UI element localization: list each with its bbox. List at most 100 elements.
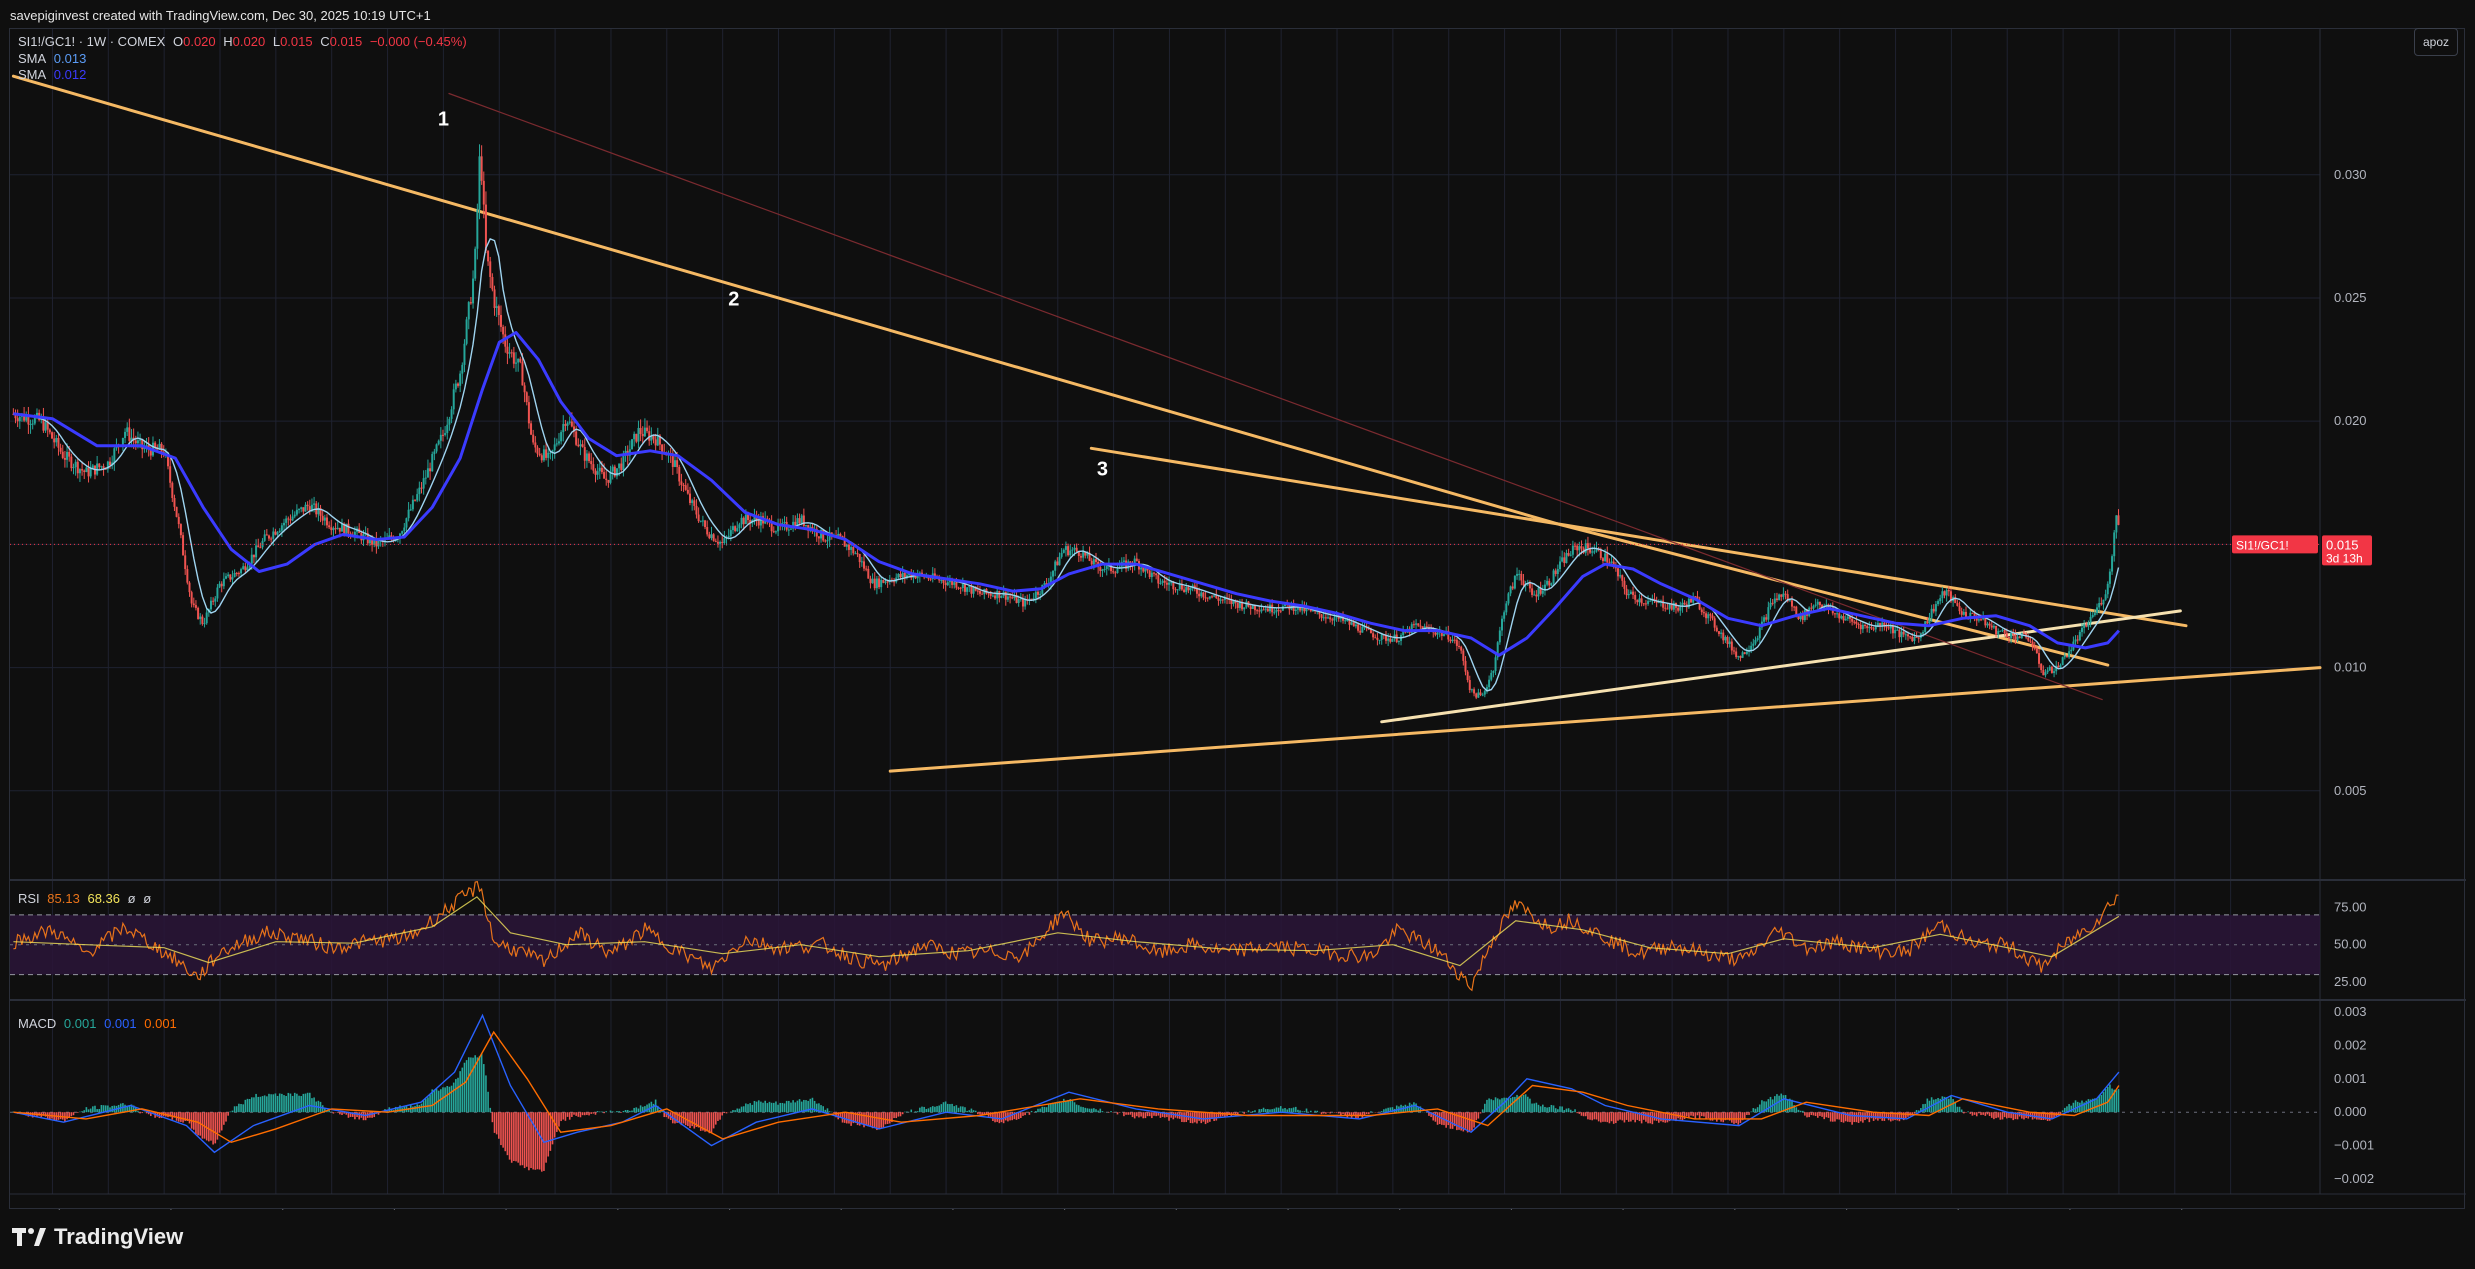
candle-body: [1700, 609, 1703, 613]
macd-histogram-bar: [794, 1102, 797, 1113]
candle-body: [994, 595, 997, 599]
candle-body: [98, 463, 101, 468]
candle-body: [774, 531, 777, 533]
macd-histogram-bar: [594, 1112, 597, 1115]
macd-histogram-bar: [1847, 1112, 1849, 1122]
candle-body: [843, 538, 846, 547]
candle-body: [1558, 561, 1561, 570]
macd-histogram-bar: [777, 1104, 779, 1113]
macd-histogram-bar: [2079, 1102, 2081, 1113]
macd-histogram-bar: [1047, 1104, 1050, 1113]
macd-histogram-bar: [708, 1112, 711, 1134]
macd-histogram-bar: [1608, 1112, 1611, 1124]
macd-histogram-bar: [1973, 1112, 1976, 1115]
candle-body: [182, 535, 185, 556]
candle-body: [2083, 624, 2086, 628]
candle-body: [1305, 607, 1308, 612]
candle-body: [955, 582, 958, 588]
macd-histogram-bar: [1655, 1112, 1658, 1121]
rsi-label[interactable]: RSI: [18, 891, 40, 906]
candle-body: [796, 518, 799, 528]
candle-body: [1775, 598, 1778, 601]
candle-body: [525, 392, 528, 403]
candle-body: [2111, 556, 2114, 572]
candle-body: [300, 507, 303, 510]
macd-histogram-bar: [242, 1104, 244, 1113]
candle-body: [1745, 651, 1748, 654]
candle-body: [158, 443, 161, 450]
macd-histogram-bar: [446, 1086, 449, 1113]
candle-body: [622, 454, 625, 471]
apoz-button[interactable]: apoz: [2414, 28, 2458, 56]
macd-histogram-bar: [1486, 1099, 1488, 1113]
candle-body: [493, 289, 496, 309]
time-tick-13: 2014: [764, 1207, 793, 1210]
macd-histogram-bar: [444, 1087, 446, 1113]
price-tag-symbol-box: [2232, 535, 2318, 554]
candle-body: [35, 412, 38, 417]
tradingview-logo[interactable]: TradingView: [12, 1224, 183, 1250]
macd-histogram-bar: [212, 1112, 214, 1145]
macd-histogram-bar: [532, 1112, 534, 1170]
candle-body: [1417, 623, 1420, 626]
macd-histogram-bar: [467, 1057, 470, 1113]
macd-histogram-bar: [985, 1112, 988, 1115]
sma-slow-line: [13, 331, 2121, 657]
macd-histogram-bar: [663, 1112, 666, 1118]
candle-body: [1958, 605, 1961, 612]
macd-histogram-bar: [1387, 1107, 1389, 1113]
candle-body: [1466, 671, 1469, 681]
candle-body: [177, 516, 180, 525]
macd-histogram-bar: [1453, 1112, 1456, 1127]
macd-histogram-bar: [2040, 1112, 2042, 1120]
macd-histogram-bar: [528, 1112, 530, 1171]
macd-histogram-bar: [459, 1071, 461, 1113]
candle-body: [1412, 624, 1415, 626]
candle-body: [1425, 626, 1428, 628]
macd-histogram-bar: [1028, 1112, 1031, 1115]
chart-canvas[interactable]: 123 0.0050.0100.0150.0200.0250.03025.005…: [10, 29, 2466, 1210]
macd-histogram-bar: [1589, 1112, 1591, 1120]
candle-body: [631, 439, 634, 450]
candle-body: [1500, 618, 1503, 631]
time-tick-5: 2010: [317, 1207, 346, 1210]
macd-histogram-bar: [899, 1112, 902, 1117]
candle-body: [1885, 626, 1888, 628]
chart-frame[interactable]: 123 0.0050.0100.0150.0200.0250.03025.005…: [9, 28, 2466, 1210]
macd-histogram-bar: [205, 1112, 208, 1141]
macd-histogram-bar: [1967, 1111, 1969, 1113]
candle-body: [1531, 588, 1534, 595]
sma1-label[interactable]: SMA: [18, 51, 47, 66]
high-value: 0.020: [232, 34, 266, 49]
annotation-label-1: 1: [438, 109, 449, 131]
macd-histogram-bar: [1136, 1112, 1138, 1117]
time-tick-19: 2017: [1099, 1207, 1128, 1210]
macd-histogram-bar: [962, 1106, 964, 1113]
macd-histogram-bar: [740, 1106, 743, 1113]
macd-histogram-bar: [102, 1105, 105, 1113]
macd-histogram-bar: [553, 1112, 556, 1138]
macd-histogram-bar: [1890, 1112, 1892, 1122]
sma2-label[interactable]: SMA: [18, 67, 47, 82]
macd-histogram-bar: [111, 1105, 113, 1113]
macd-label[interactable]: MACD: [18, 1016, 57, 1031]
macd-histogram-bar: [313, 1097, 315, 1113]
candle-body: [538, 453, 541, 456]
macd-histogram-bar: [150, 1112, 152, 1117]
macd-histogram-bar: [1473, 1112, 1475, 1128]
candle-body: [1064, 546, 1067, 550]
candle-body: [1062, 549, 1065, 553]
macd-histogram-bar: [674, 1112, 676, 1124]
candle-body: [1949, 591, 1952, 602]
symbol-label[interactable]: SI1!/GC1! · 1W · COMEX: [18, 34, 166, 49]
candle-body: [1200, 592, 1203, 597]
macd-histogram-bar: [1887, 1112, 1890, 1121]
macd-histogram-bar: [1344, 1112, 1346, 1117]
macd-histogram-bar: [1438, 1112, 1441, 1125]
candle-body: [701, 520, 704, 522]
candle-body: [1477, 692, 1480, 698]
macd-histogram-bar: [145, 1112, 148, 1114]
candle-body: [740, 517, 743, 525]
candle-body: [1537, 587, 1540, 597]
candle-body: [695, 505, 698, 515]
